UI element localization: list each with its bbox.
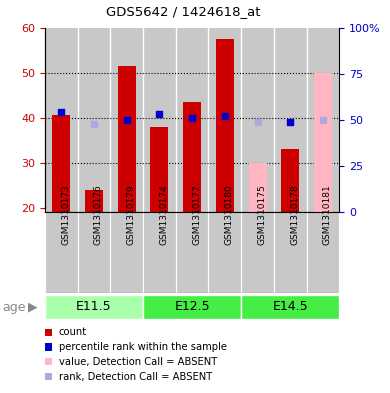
- Text: ▶: ▶: [28, 301, 38, 314]
- Text: GSM1310174: GSM1310174: [160, 184, 168, 245]
- Bar: [274, 28, 307, 212]
- Bar: [45, 212, 78, 293]
- Text: GSM1310181: GSM1310181: [323, 184, 332, 245]
- Bar: [85, 190, 103, 212]
- Bar: [314, 73, 332, 212]
- Bar: [241, 295, 339, 319]
- Text: rank, Detection Call = ABSENT: rank, Detection Call = ABSENT: [59, 372, 212, 382]
- Text: GSM1310176: GSM1310176: [94, 184, 103, 245]
- Bar: [45, 28, 78, 212]
- Text: value, Detection Call = ABSENT: value, Detection Call = ABSENT: [59, 357, 217, 367]
- Text: GSM1310175: GSM1310175: [257, 184, 266, 245]
- Text: GSM1310177: GSM1310177: [192, 184, 201, 245]
- Bar: [143, 295, 241, 319]
- Text: GSM1310173: GSM1310173: [61, 184, 70, 245]
- Text: age: age: [2, 301, 25, 314]
- Bar: [176, 28, 208, 212]
- Bar: [176, 212, 208, 293]
- Bar: [216, 39, 234, 212]
- Bar: [281, 149, 299, 212]
- Bar: [110, 28, 143, 212]
- Bar: [208, 28, 241, 212]
- Text: count: count: [59, 327, 87, 337]
- Bar: [208, 212, 241, 293]
- Text: E14.5: E14.5: [272, 300, 308, 313]
- Text: GSM1310180: GSM1310180: [225, 184, 234, 245]
- Bar: [78, 28, 110, 212]
- Bar: [110, 212, 143, 293]
- Bar: [52, 116, 70, 212]
- Bar: [274, 212, 307, 293]
- Bar: [151, 127, 168, 212]
- Bar: [248, 163, 266, 212]
- Bar: [45, 295, 143, 319]
- Text: GDS5642 / 1424618_at: GDS5642 / 1424618_at: [106, 5, 261, 18]
- Bar: [143, 28, 176, 212]
- Bar: [241, 28, 274, 212]
- Bar: [307, 212, 339, 293]
- Text: E12.5: E12.5: [174, 300, 210, 313]
- Text: GSM1310179: GSM1310179: [127, 184, 136, 245]
- Text: percentile rank within the sample: percentile rank within the sample: [59, 342, 227, 352]
- Bar: [183, 102, 201, 212]
- Text: GSM1310178: GSM1310178: [290, 184, 299, 245]
- Text: E11.5: E11.5: [76, 300, 112, 313]
- Bar: [241, 212, 274, 293]
- Bar: [78, 212, 110, 293]
- Bar: [143, 212, 176, 293]
- Bar: [307, 28, 339, 212]
- Bar: [118, 66, 136, 212]
